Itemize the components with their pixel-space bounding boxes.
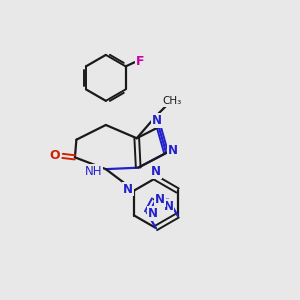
- Text: N: N: [123, 182, 133, 196]
- Text: NH: NH: [85, 165, 102, 178]
- Text: N: N: [164, 200, 173, 213]
- Text: CH₃: CH₃: [162, 96, 182, 106]
- Text: O: O: [50, 149, 60, 162]
- Text: N: N: [148, 207, 158, 220]
- Text: N: N: [152, 114, 162, 127]
- Text: N: N: [155, 193, 165, 206]
- Text: N: N: [151, 165, 161, 178]
- Text: F: F: [136, 55, 144, 68]
- Text: N: N: [168, 143, 178, 157]
